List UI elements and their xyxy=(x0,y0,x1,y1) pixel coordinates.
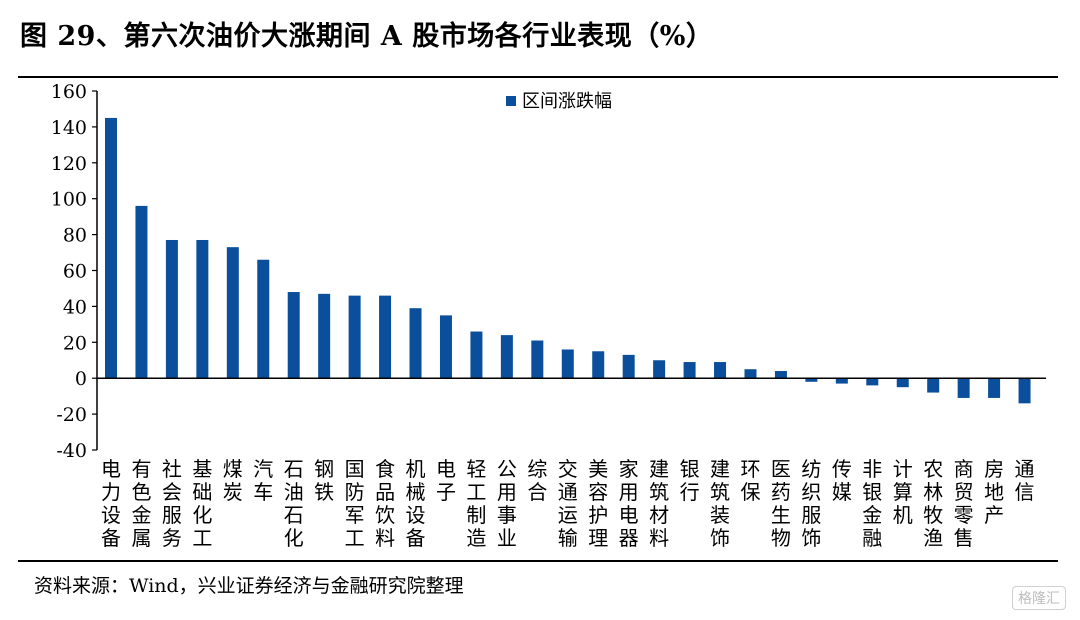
y-tick-label: 0 xyxy=(75,368,87,390)
x-tick-label: 石油石化 xyxy=(284,457,304,550)
y-tick-label: 140 xyxy=(51,117,87,139)
x-tick-label: 传媒 xyxy=(832,457,852,504)
bar-国防军工 xyxy=(348,295,361,379)
bar-通信 xyxy=(1018,378,1031,404)
y-tick-label: 60 xyxy=(63,261,87,283)
x-tick-label: 有色金属 xyxy=(131,457,151,550)
x-tick-label: 钢铁 xyxy=(314,457,334,504)
bar-美容护理 xyxy=(592,351,605,379)
bar-房地产 xyxy=(988,378,1001,398)
bottom-rule xyxy=(18,560,1058,562)
y-tick-label: -40 xyxy=(56,440,87,462)
y-tick-label: 80 xyxy=(63,225,87,247)
bar-传媒 xyxy=(835,378,848,384)
bar-交通运输 xyxy=(561,349,574,379)
bar-轻工制造 xyxy=(470,331,483,379)
bar-有色金属 xyxy=(135,205,148,379)
x-tick-label: 煤炭 xyxy=(223,457,243,504)
top-rule xyxy=(18,76,1058,78)
x-tick-label: 美容护理 xyxy=(588,457,608,550)
bar-非银金融 xyxy=(866,378,879,386)
bar-农林牧渔 xyxy=(927,378,940,393)
y-tick-label: 20 xyxy=(63,332,87,354)
y-tick-label: 40 xyxy=(63,296,87,318)
x-tick-label: 综合 xyxy=(527,457,547,504)
x-tick-label: 轻工制造 xyxy=(466,457,486,550)
source-note: 资料来源：Wind，兴业证券经济与金融研究院整理 xyxy=(34,575,464,597)
bar-食品饮料 xyxy=(379,295,392,379)
y-tick-label: 160 xyxy=(51,81,87,103)
x-tick-label: 公用事业 xyxy=(497,457,517,550)
legend-swatch xyxy=(506,96,516,106)
bar-建筑材料 xyxy=(653,360,666,379)
x-tick-label: 家用电器 xyxy=(619,457,639,550)
x-tick-label: 建筑装饰 xyxy=(710,457,730,550)
bar-公用事业 xyxy=(500,335,513,379)
bar-煤炭 xyxy=(226,247,239,379)
x-tick-label: 电力设备 xyxy=(101,457,121,550)
x-tick-label: 建筑材料 xyxy=(649,457,669,550)
x-tick-label: 机械设备 xyxy=(406,457,426,550)
x-tick-label: 社会服务 xyxy=(162,457,182,550)
bar-环保 xyxy=(744,369,757,379)
bar-汽车 xyxy=(257,259,270,379)
bar-计算机 xyxy=(896,378,909,388)
bar-机械设备 xyxy=(409,308,422,379)
bar-社会服务 xyxy=(165,239,178,379)
x-tick-label: 食品饮料 xyxy=(375,457,395,550)
x-tick-label: 计算机 xyxy=(893,457,913,527)
x-tick-label: 汽车 xyxy=(253,457,273,504)
x-tick-label: 基础化工 xyxy=(192,457,212,550)
legend-label: 区间涨跌幅 xyxy=(522,91,612,112)
bar-chart: -40 -20 0 20 40 60 80 100 120 140 160 电力设备有色金属社会服务基… xyxy=(51,81,1046,550)
y-tick-label: 120 xyxy=(51,153,87,175)
x-tick-label: 商贸零售 xyxy=(954,457,974,550)
x-tick-label: 通信 xyxy=(1015,457,1035,504)
bar-建筑装饰 xyxy=(714,362,727,379)
bar-电力设备 xyxy=(105,117,117,379)
bar-商贸零售 xyxy=(957,378,970,398)
bar-纺织服饰 xyxy=(805,378,818,382)
watermark-logo: 格隆汇 xyxy=(1012,586,1066,610)
x-tick-label: 非银金融 xyxy=(862,457,882,550)
bar-银行 xyxy=(683,362,696,379)
bar-电子 xyxy=(439,315,452,379)
bar-钢铁 xyxy=(318,293,331,379)
x-tick-label: 房地产 xyxy=(984,457,1004,527)
bar-家用电器 xyxy=(622,354,635,379)
y-tick-label: 100 xyxy=(51,189,87,211)
y-tick-label: -20 xyxy=(56,404,87,426)
x-tick-label: 银行 xyxy=(680,457,700,504)
figure-title: 图 29、第六次油价大涨期间 A 股市场各行业表现（%） xyxy=(20,21,714,52)
bar-医药生物 xyxy=(774,371,787,379)
x-tick-label: 纺织服饰 xyxy=(801,457,821,550)
bar-综合 xyxy=(531,340,544,379)
x-tick-label: 交通运输 xyxy=(558,457,578,550)
x-tick-label: 国防军工 xyxy=(345,457,365,550)
x-tick-label: 农林牧渔 xyxy=(923,457,943,550)
bar-基础化工 xyxy=(196,239,209,379)
x-tick-label: 电子 xyxy=(436,457,456,504)
bar-石油石化 xyxy=(287,292,300,379)
x-tick-label: 环保 xyxy=(740,457,760,504)
x-tick-label: 医药生物 xyxy=(771,457,791,550)
